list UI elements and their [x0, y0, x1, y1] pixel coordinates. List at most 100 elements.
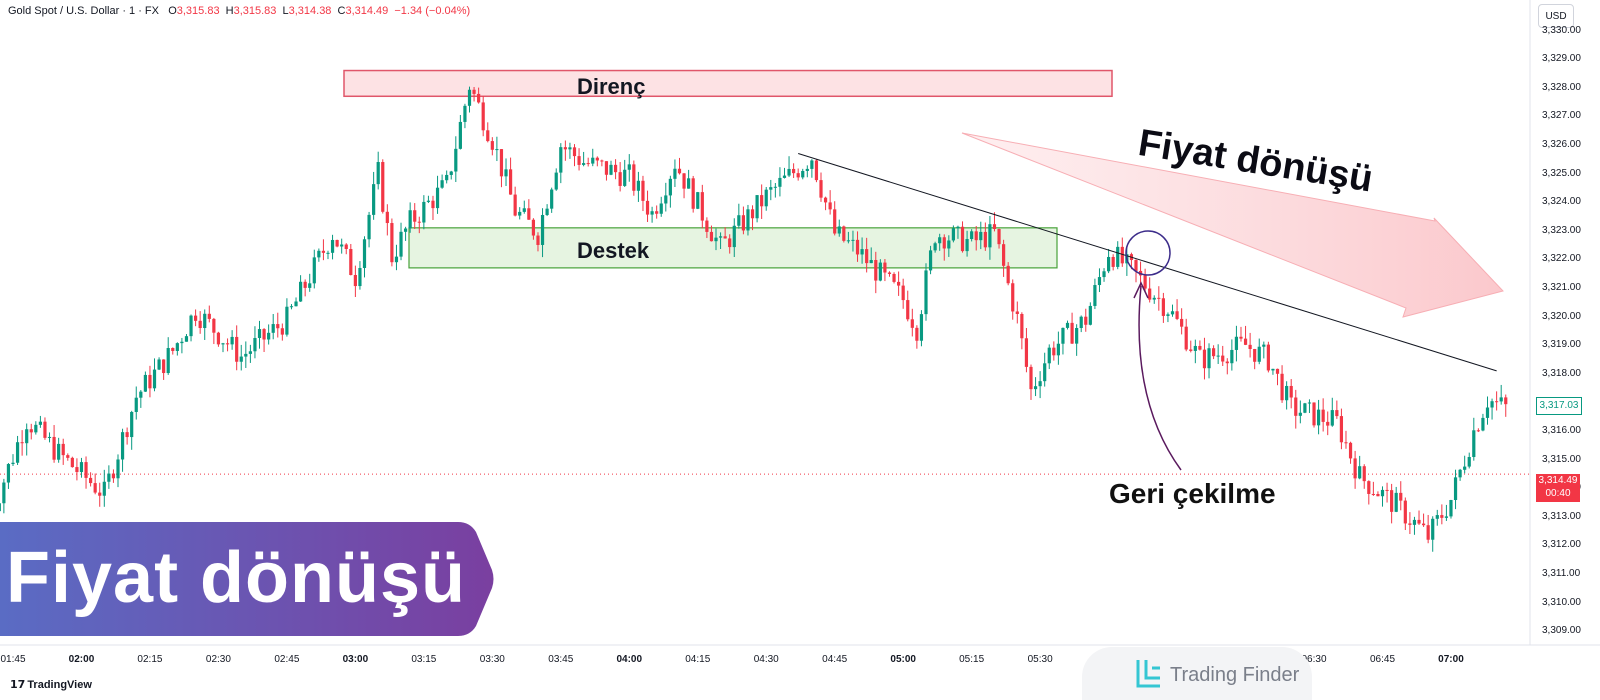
- candle: [298, 275, 303, 302]
- candle-body: [1043, 363, 1047, 382]
- candle-body: [1262, 344, 1266, 347]
- candle-body: [1065, 322, 1070, 328]
- candle-body: [93, 483, 97, 493]
- candle-body: [1152, 297, 1156, 300]
- candle: [216, 331, 221, 347]
- candle-body: [1353, 458, 1357, 479]
- candle-body: [1006, 265, 1010, 284]
- candle-body: [335, 239, 339, 247]
- candle: [490, 137, 494, 156]
- candle: [1353, 450, 1357, 489]
- candle-body: [846, 240, 850, 242]
- candle-body: [1161, 298, 1165, 316]
- candle: [435, 175, 440, 214]
- candle: [951, 225, 955, 243]
- candle-body: [230, 336, 234, 345]
- candle-body: [1056, 343, 1060, 356]
- candle: [321, 239, 326, 261]
- price-axis-label: 3,329.00: [1542, 53, 1581, 65]
- candle: [869, 247, 873, 264]
- candle: [1107, 249, 1111, 274]
- candle: [1403, 497, 1407, 531]
- candle: [860, 237, 864, 264]
- time-axis-label: 02:00: [68, 654, 95, 665]
- candle: [531, 218, 536, 240]
- candle-body: [641, 180, 645, 201]
- candle: [1020, 312, 1024, 350]
- candle: [280, 323, 284, 341]
- candle-body: [632, 164, 636, 191]
- candle-body: [550, 189, 554, 209]
- candle: [723, 227, 727, 239]
- candle: [1294, 389, 1298, 429]
- candle-body: [1285, 385, 1289, 401]
- candle: [189, 314, 193, 342]
- candle: [1476, 428, 1480, 433]
- candle-body: [1243, 338, 1248, 345]
- candle: [513, 186, 517, 217]
- candle-body: [426, 200, 431, 202]
- candle: [257, 320, 262, 349]
- candle-body: [1408, 523, 1412, 525]
- candle: [1371, 481, 1375, 496]
- candle: [98, 482, 102, 507]
- time-axis-label: 05:00: [890, 654, 916, 665]
- candle-body: [1093, 285, 1097, 306]
- candle: [1412, 516, 1417, 535]
- candle: [353, 265, 357, 298]
- candle: [915, 325, 919, 349]
- candle: [974, 225, 978, 251]
- candle: [93, 473, 97, 495]
- candle: [1052, 341, 1056, 361]
- candle-body: [1321, 409, 1325, 422]
- candle: [1243, 325, 1248, 346]
- candle: [499, 149, 504, 188]
- candle-body: [1084, 316, 1088, 325]
- candle: [1011, 279, 1015, 320]
- candle: [737, 203, 741, 229]
- candle: [70, 456, 74, 468]
- candle: [1390, 483, 1394, 524]
- candle: [1253, 348, 1257, 370]
- candle-body: [513, 194, 517, 216]
- candle: [1157, 286, 1161, 311]
- candle: [750, 205, 755, 231]
- candle-body: [1458, 469, 1462, 478]
- candle-body: [728, 238, 732, 248]
- candle: [518, 207, 522, 220]
- candle: [878, 259, 882, 282]
- candle-body: [833, 209, 837, 234]
- candle-body: [965, 239, 969, 252]
- candle-body: [887, 272, 892, 274]
- candle: [394, 244, 399, 271]
- candle: [650, 206, 654, 223]
- candle: [1358, 455, 1362, 480]
- price-axis-label: 3,310.00: [1542, 596, 1581, 608]
- candle-body: [504, 169, 508, 177]
- candle: [714, 228, 718, 251]
- candle-body: [933, 243, 937, 251]
- candle: [1120, 237, 1124, 267]
- candle: [979, 221, 983, 250]
- candle: [997, 228, 1001, 249]
- candle: [554, 168, 558, 191]
- candle: [75, 458, 79, 481]
- candle: [1266, 341, 1270, 373]
- candle-body: [422, 201, 426, 223]
- candle-body: [486, 130, 490, 142]
- candle: [627, 154, 631, 182]
- candle: [61, 438, 65, 465]
- candle: [495, 136, 499, 162]
- candle-body: [194, 315, 198, 321]
- candle-body: [171, 348, 175, 351]
- resistance-zone[interactable]: [343, 69, 1113, 98]
- currency-button[interactable]: USD: [1538, 4, 1574, 28]
- price-axis-label: 3,325.00: [1542, 167, 1581, 179]
- candle-body: [276, 324, 280, 329]
- candle-body: [180, 341, 184, 344]
- candle: [372, 171, 376, 220]
- candle-body: [107, 473, 111, 482]
- candle: [851, 230, 855, 252]
- tradingview-logo[interactable]: 𝟭𝟳 TradingView: [10, 678, 92, 691]
